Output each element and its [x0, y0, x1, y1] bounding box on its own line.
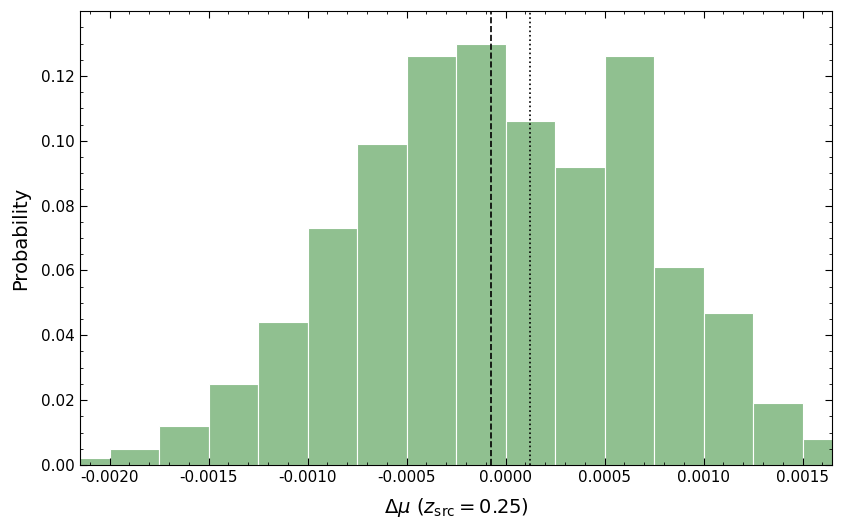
Bar [753, 403, 803, 465]
Bar [357, 144, 407, 465]
Bar [555, 167, 604, 465]
Bar [456, 43, 506, 465]
Bar [60, 458, 110, 465]
Bar [506, 121, 555, 465]
Bar [258, 322, 307, 465]
Bar [704, 313, 753, 465]
Bar [208, 384, 258, 465]
Bar [604, 57, 654, 465]
Bar [110, 449, 160, 465]
Bar [803, 439, 844, 465]
Y-axis label: Probability: Probability [11, 187, 30, 289]
Bar [307, 228, 357, 465]
Bar [160, 426, 208, 465]
Bar [654, 267, 704, 465]
X-axis label: $\Delta\mu\ (z_\mathrm{src} = 0.25)$: $\Delta\mu\ (z_\mathrm{src} = 0.25)$ [384, 496, 528, 519]
Bar [407, 57, 456, 465]
